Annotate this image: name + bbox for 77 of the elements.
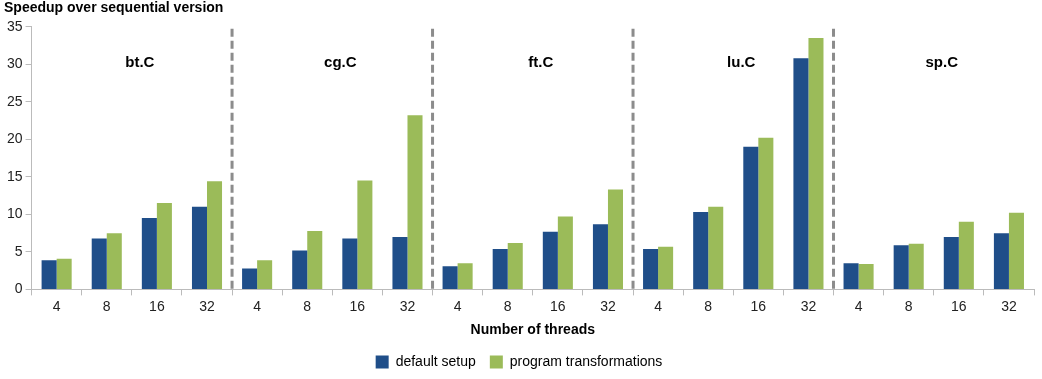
bar [993, 233, 1009, 289]
annotation: lu.C [727, 52, 756, 70]
bar [457, 263, 473, 289]
bar [91, 238, 107, 289]
bar [542, 231, 558, 289]
y-tick-label: 25 [6, 92, 23, 109]
bar [643, 248, 659, 289]
bar [1008, 212, 1024, 289]
annotation: bt.C [125, 52, 155, 70]
bar [106, 233, 122, 289]
x-tick-label: 32 [1001, 297, 1017, 314]
bar [958, 221, 974, 289]
bar [843, 263, 859, 289]
y-tick-label: 20 [6, 130, 23, 147]
bar [442, 266, 458, 289]
annotation: ft.C [528, 52, 554, 70]
bar [141, 218, 157, 289]
x-tick-label: 16 [750, 297, 767, 314]
x-tick-label: 32 [600, 297, 616, 314]
annotation: cg.C [324, 52, 357, 70]
bar [693, 212, 709, 289]
bar [207, 181, 223, 289]
legend-label: default setup [395, 352, 477, 369]
x-tick-label: 32 [399, 297, 416, 314]
bar [257, 260, 273, 289]
bar [943, 236, 959, 289]
y-tick-label: 10 [6, 205, 23, 222]
bar [392, 236, 408, 289]
y-tick-label: 30 [6, 55, 23, 72]
y-axis-title: Speedup over sequential version [4, 0, 224, 16]
bar [743, 146, 759, 289]
x-tick-label: 4 [654, 297, 663, 314]
annotation: sp.C [925, 52, 959, 70]
bar [342, 238, 358, 289]
y-tick-label: 15 [6, 167, 23, 184]
x-tick-label: 16 [550, 297, 566, 314]
x-tick-label: 8 [704, 297, 713, 314]
bar [908, 243, 924, 289]
x-tick-label: 16 [349, 297, 366, 314]
bar [307, 230, 323, 289]
bar [41, 260, 57, 289]
x-axis-title: Number of threads [470, 321, 596, 338]
x-tick-label: 4 [453, 297, 462, 314]
x-tick-label: 16 [951, 297, 967, 314]
bar [492, 248, 508, 289]
bar [191, 206, 207, 289]
x-tick-label: 4 [854, 297, 863, 314]
bar [658, 246, 674, 289]
bar [56, 258, 72, 289]
bar [708, 206, 724, 289]
bar [758, 137, 774, 289]
bar [893, 245, 909, 289]
bar [357, 180, 373, 289]
x-tick-label: 8 [503, 297, 512, 314]
bar [407, 115, 423, 289]
x-tick-label: 8 [904, 297, 913, 314]
x-tick-label: 4 [52, 297, 61, 314]
bar [858, 263, 874, 289]
x-tick-label: 8 [102, 297, 111, 314]
bar [507, 242, 523, 289]
bar [292, 250, 308, 289]
x-tick-label: 16 [149, 297, 165, 314]
bar [607, 189, 624, 289]
y-tick-label: 35 [6, 17, 23, 34]
bar [242, 268, 258, 289]
bar [808, 38, 824, 289]
x-tick-label: 8 [303, 297, 312, 314]
y-tick-label: 5 [14, 242, 23, 259]
bar [156, 203, 172, 289]
x-tick-label: 32 [800, 297, 817, 314]
y-tick-label: 0 [14, 280, 23, 297]
bar [592, 224, 608, 289]
legend-label: program transformations [509, 352, 663, 369]
bar [557, 216, 573, 289]
bar [793, 58, 809, 289]
x-tick-label: 32 [199, 297, 215, 314]
x-tick-label: 4 [253, 297, 262, 314]
